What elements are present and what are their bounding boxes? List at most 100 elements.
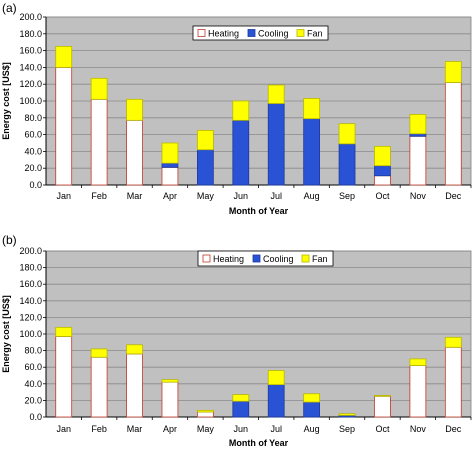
chart-panel-a: (a) 0.0 20.0 40.0 60.0 80.0 100.0 120.0 140.0 160…	[1, 1, 472, 216]
cooling-bar	[232, 400, 250, 418]
x-tick-label: Jan	[56, 424, 71, 434]
y-tick-label: 160.0	[19, 279, 42, 289]
x-tick-label: Feb	[91, 424, 107, 434]
fan-bar	[409, 114, 427, 135]
fan-bar	[267, 370, 285, 386]
x-tick-label: Nov	[410, 191, 427, 201]
cooling-bar	[374, 165, 391, 177]
cooling-bar	[197, 149, 214, 186]
heating-bar	[197, 411, 214, 418]
y-tick-label: 160.0	[19, 46, 42, 56]
x-tick-label: Aug	[304, 191, 320, 201]
fan-bar	[374, 395, 391, 397]
fan-bar	[55, 46, 73, 68]
x-tick-label: Sep	[339, 191, 355, 201]
x-tick-label: Jan	[56, 191, 71, 201]
cooling-bar	[232, 119, 250, 186]
fan-bar	[126, 344, 143, 355]
cooling-bar	[161, 162, 179, 168]
legend-fan-swatch	[301, 254, 310, 263]
y-tick-label: 80.0	[24, 346, 42, 356]
x-axis-title: Month of Year	[229, 206, 289, 216]
x-tick-label: Feb	[91, 191, 107, 201]
y-axis-title: Energy cost [US$]	[1, 295, 11, 373]
legend: Heating Cooling Fan	[192, 25, 329, 41]
heating-bar	[374, 175, 391, 186]
x-tick-label: May	[197, 191, 215, 201]
chart-panel-b: (b) 0.0 20.0 40.0 60.0 80.0 100.0 120.0 140.0 160…	[1, 233, 472, 448]
legend-cooling-swatch	[247, 29, 256, 37]
panel-label: (a)	[2, 1, 17, 15]
fan-bar	[161, 379, 179, 383]
heating-bar	[55, 336, 73, 418]
x-tick-label: Mar	[127, 191, 143, 201]
legend-heating-swatch	[202, 254, 211, 263]
x-tick-label: Jun	[234, 424, 249, 434]
cooling-bar	[267, 384, 285, 418]
y-tick-label: 120.0	[19, 312, 42, 322]
y-tick-label: 20.0	[24, 163, 42, 173]
heating-bar	[90, 98, 108, 186]
x-tick-label: Dec	[445, 424, 462, 434]
panel-label: (b)	[2, 233, 17, 247]
x-tick-label: Oct	[375, 191, 390, 201]
fan-bar	[55, 326, 73, 337]
y-tick-label: 140.0	[19, 296, 42, 306]
heating-bar	[126, 353, 143, 418]
cooling-bar	[338, 143, 356, 186]
y-tick-label: 80.0	[24, 113, 42, 123]
fan-bar	[126, 98, 143, 121]
heating-bar	[90, 356, 108, 418]
y-tick-label: 0.0	[29, 412, 42, 422]
fan-bar	[303, 393, 320, 403]
fan-bar	[303, 98, 320, 120]
y-tick-label: 60.0	[24, 130, 42, 140]
legend-fan-label: Fan	[307, 29, 323, 39]
heating-bar	[55, 67, 73, 186]
heating-bar	[126, 119, 143, 186]
y-tick-label: 180.0	[19, 29, 42, 39]
x-tick-label: Jul	[270, 424, 282, 434]
legend-cooling-swatch	[252, 254, 261, 263]
cooling-bar	[303, 401, 320, 418]
fan-bar	[197, 129, 214, 151]
x-tick-label: Aug	[304, 424, 320, 434]
heating-bar	[161, 381, 179, 418]
fan-bar	[374, 145, 391, 167]
heating-bar	[444, 82, 462, 186]
fan-bar	[444, 336, 462, 348]
fan-bar	[444, 61, 462, 83]
fan-bar	[267, 84, 285, 104]
y-tick-label: 200.0	[19, 12, 42, 22]
x-tick-label: May	[197, 424, 215, 434]
fan-bar	[90, 348, 108, 358]
y-tick-label: 20.0	[24, 395, 42, 405]
y-tick-label: 120.0	[19, 79, 42, 89]
legend: Heating Cooling Fan	[197, 250, 334, 267]
fan-bar	[90, 77, 108, 100]
legend-fan-label: Fan	[312, 254, 328, 264]
x-tick-label: Sep	[339, 424, 355, 434]
legend-heating-swatch	[197, 29, 206, 37]
y-tick-label: 100.0	[19, 96, 42, 106]
fan-bar	[232, 100, 250, 121]
fan-bar	[338, 413, 356, 416]
legend-cooling-label: Cooling	[258, 29, 289, 39]
x-tick-label: Apr	[163, 424, 177, 434]
fan-bar	[409, 358, 427, 366]
y-tick-label: 60.0	[24, 362, 42, 372]
legend-fan-swatch	[296, 29, 305, 37]
x-tick-label: Dec	[445, 191, 462, 201]
y-tick-label: 40.0	[24, 379, 42, 389]
y-tick-label: 200.0	[19, 246, 42, 256]
fan-bar	[197, 409, 214, 413]
fan-bar	[161, 142, 179, 164]
legend-box	[192, 25, 329, 41]
heating-bar	[409, 365, 427, 418]
y-tick-label: 40.0	[24, 146, 42, 156]
legend-heating-label: Heating	[213, 254, 244, 264]
heating-bar	[374, 395, 391, 418]
cooling-bar	[267, 103, 285, 186]
fan-bar	[232, 394, 250, 402]
